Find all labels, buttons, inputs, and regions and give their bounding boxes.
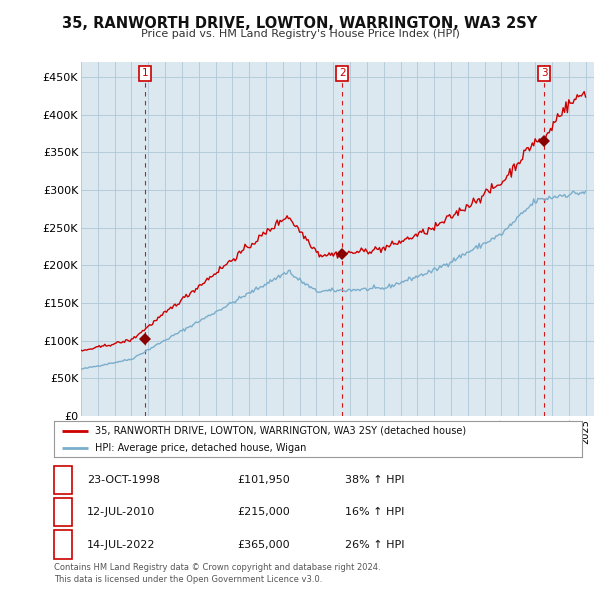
Text: 2: 2 (339, 68, 346, 78)
Text: 38% ↑ HPI: 38% ↑ HPI (345, 475, 404, 484)
Text: 1: 1 (142, 68, 148, 78)
Text: £101,950: £101,950 (237, 475, 290, 484)
Text: £365,000: £365,000 (237, 540, 290, 549)
Text: 12-JUL-2010: 12-JUL-2010 (87, 507, 155, 517)
Text: 2: 2 (59, 507, 67, 517)
Text: 3: 3 (59, 540, 67, 549)
Text: 14-JUL-2022: 14-JUL-2022 (87, 540, 155, 549)
Text: Contains HM Land Registry data © Crown copyright and database right 2024.
This d: Contains HM Land Registry data © Crown c… (54, 563, 380, 584)
Text: 23-OCT-1998: 23-OCT-1998 (87, 475, 160, 484)
Text: Price paid vs. HM Land Registry's House Price Index (HPI): Price paid vs. HM Land Registry's House … (140, 30, 460, 39)
Text: 26% ↑ HPI: 26% ↑ HPI (345, 540, 404, 549)
Text: 3: 3 (541, 68, 547, 78)
Text: 1: 1 (59, 475, 67, 484)
Text: 16% ↑ HPI: 16% ↑ HPI (345, 507, 404, 517)
Text: HPI: Average price, detached house, Wigan: HPI: Average price, detached house, Wiga… (95, 443, 307, 453)
Text: 35, RANWORTH DRIVE, LOWTON, WARRINGTON, WA3 2SY (detached house): 35, RANWORTH DRIVE, LOWTON, WARRINGTON, … (95, 425, 466, 435)
Text: 35, RANWORTH DRIVE, LOWTON, WARRINGTON, WA3 2SY: 35, RANWORTH DRIVE, LOWTON, WARRINGTON, … (62, 16, 538, 31)
Text: £215,000: £215,000 (237, 507, 290, 517)
